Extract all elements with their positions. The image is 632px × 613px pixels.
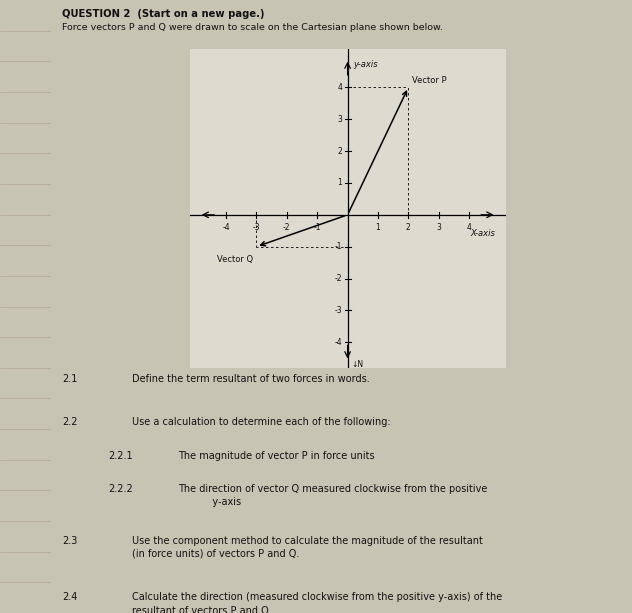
Text: 3: 3 [337, 115, 342, 124]
Text: 2.3: 2.3 [62, 536, 78, 546]
Text: -3: -3 [334, 306, 342, 315]
Text: 2.4: 2.4 [62, 592, 78, 603]
Text: Vector P: Vector P [412, 76, 447, 85]
Text: -1: -1 [334, 242, 342, 251]
Text: 4: 4 [337, 83, 342, 92]
Text: 1: 1 [337, 178, 342, 188]
Text: -2: -2 [283, 223, 291, 232]
Text: The magnitude of vector ​P​ in force units: The magnitude of vector ​P​ in force uni… [178, 451, 375, 461]
Text: Force vectors P and Q were drawn to scale on the Cartesian plane shown below.: Force vectors P and Q were drawn to scal… [62, 23, 443, 32]
Text: 2: 2 [406, 223, 411, 232]
Text: Use the component method to calculate the magnitude of the resultant
(in force u: Use the component method to calculate th… [132, 536, 483, 559]
Text: Calculate the direction (measured clockwise from the positive y-axis) of the
res: Calculate the direction (measured clockw… [132, 592, 502, 613]
Text: 2.2.1: 2.2.1 [109, 451, 133, 461]
Text: QUESTION 2  (Start on a new page.): QUESTION 2 (Start on a new page.) [62, 9, 265, 19]
Text: Use a calculation to determine each of the following:: Use a calculation to determine each of t… [132, 417, 391, 427]
Text: Vector Q: Vector Q [217, 254, 253, 264]
Text: 4: 4 [466, 223, 471, 232]
Text: 2.2: 2.2 [62, 417, 78, 427]
Text: X-axis: X-axis [470, 229, 495, 238]
Text: The direction of vector ​Q​ measured clockwise from the positive
           y-ax: The direction of vector ​Q​ measured clo… [178, 484, 488, 508]
Text: -1: -1 [313, 223, 321, 232]
Text: -4: -4 [334, 338, 342, 347]
Text: 3: 3 [436, 223, 441, 232]
Text: 2.2.2: 2.2.2 [109, 484, 133, 494]
Text: y-axis: y-axis [353, 60, 378, 69]
Text: 2: 2 [337, 147, 342, 156]
Text: -2: -2 [334, 274, 342, 283]
Text: -4: -4 [222, 223, 230, 232]
Text: -3: -3 [253, 223, 260, 232]
Text: 2.1: 2.1 [62, 373, 78, 384]
Text: 1: 1 [375, 223, 380, 232]
Text: Define the term resultant of ​two forces​ in words.: Define the term resultant of ​two forces… [132, 373, 370, 384]
Text: ↓N: ↓N [351, 360, 363, 369]
